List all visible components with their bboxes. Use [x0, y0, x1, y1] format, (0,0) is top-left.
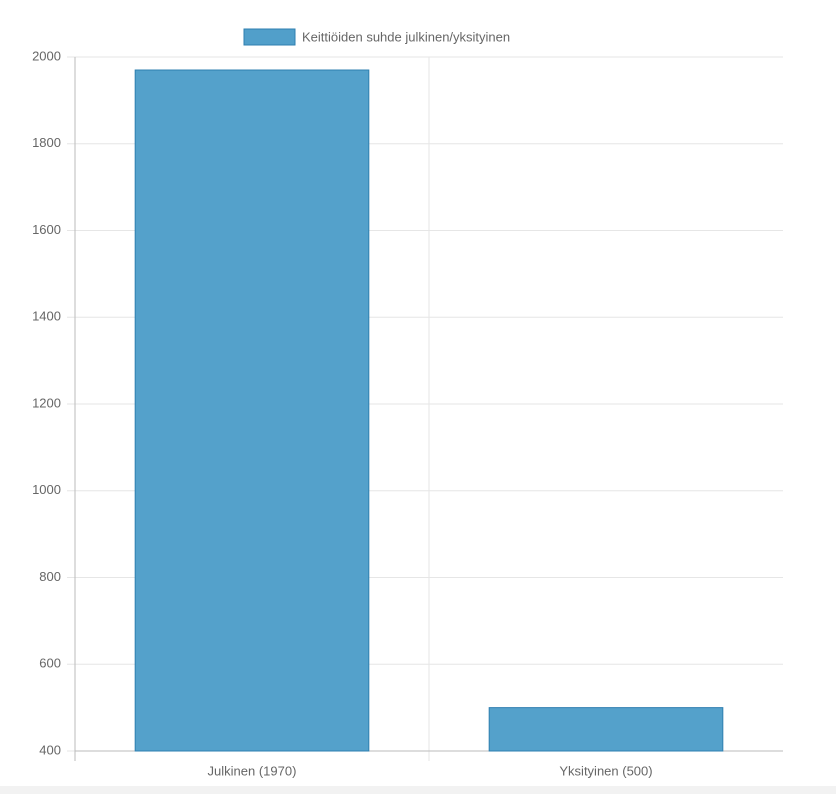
y-tick-label: 1800	[32, 135, 61, 150]
x-tick-label: Julkinen (1970)	[208, 763, 297, 778]
x-tick-label: Yksityinen (500)	[559, 763, 652, 778]
y-tick-label: 2000	[32, 48, 61, 63]
bar	[134, 69, 370, 752]
y-tick-label: 1400	[32, 309, 61, 324]
y-tick-label: 1000	[32, 482, 61, 497]
legend-swatch	[243, 28, 296, 46]
y-tick-label: 600	[39, 656, 61, 671]
y-tick-label: 1200	[32, 395, 61, 410]
bar	[488, 707, 724, 752]
legend-label: Keittiöiden suhde julkinen/yksityinen	[302, 29, 510, 44]
footer-strip	[0, 786, 836, 794]
y-tick-label: 400	[39, 742, 61, 757]
y-tick-label: 800	[39, 569, 61, 584]
y-tick-label: 1600	[32, 222, 61, 237]
